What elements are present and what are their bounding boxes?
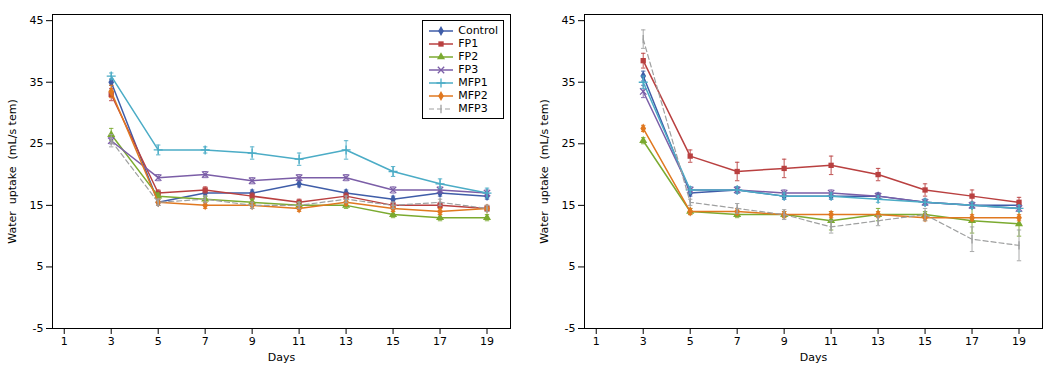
svg-text:Days: Days bbox=[800, 351, 828, 364]
svg-text:Water uptake (mL/s tem): Water uptake (mL/s tem) bbox=[6, 99, 19, 243]
html-text:FP1: FP1 bbox=[458, 37, 479, 50]
html-text:MFP3: MFP3 bbox=[458, 102, 488, 115]
html-text:MFP1: MFP1 bbox=[458, 76, 488, 89]
svg-text:17: 17 bbox=[433, 335, 447, 348]
svg-text:17: 17 bbox=[965, 335, 979, 348]
svg-text:19: 19 bbox=[1012, 335, 1026, 348]
svg-text:1: 1 bbox=[61, 335, 68, 348]
svg-text:15: 15 bbox=[30, 199, 44, 212]
svg-text:3: 3 bbox=[108, 335, 115, 348]
svg-text:7: 7 bbox=[202, 335, 209, 348]
svg-text:25: 25 bbox=[562, 137, 576, 150]
svg-text:5: 5 bbox=[569, 260, 576, 273]
svg-text:19: 19 bbox=[480, 335, 494, 348]
svg-text:5: 5 bbox=[687, 335, 694, 348]
svg-text:45: 45 bbox=[562, 14, 576, 27]
html-text:MFP2: MFP2 bbox=[458, 89, 488, 102]
svg-text:3: 3 bbox=[640, 335, 647, 348]
svg-text:1: 1 bbox=[593, 335, 600, 348]
svg-text:Days: Days bbox=[268, 351, 296, 364]
svg-text:5: 5 bbox=[155, 335, 162, 348]
svg-text:Water uptake (mL/s tem): Water uptake (mL/s tem) bbox=[538, 99, 551, 243]
html-text:Control: Control bbox=[458, 24, 498, 37]
svg-text:25: 25 bbox=[30, 137, 44, 150]
svg-text:15: 15 bbox=[918, 335, 932, 348]
svg-text:35: 35 bbox=[562, 76, 576, 89]
svg-text:11: 11 bbox=[292, 335, 306, 348]
svg-text:15: 15 bbox=[562, 199, 576, 212]
html-text:FP2: FP2 bbox=[458, 50, 479, 63]
svg-text:11: 11 bbox=[824, 335, 838, 348]
svg-text:5: 5 bbox=[37, 260, 44, 273]
svg-text:7: 7 bbox=[734, 335, 741, 348]
svg-text:45: 45 bbox=[30, 14, 44, 27]
svg-text:13: 13 bbox=[339, 335, 353, 348]
svg-text:35: 35 bbox=[30, 76, 44, 89]
svg-text:-5: -5 bbox=[33, 322, 44, 335]
svg-text:9: 9 bbox=[781, 335, 788, 348]
svg-text:-5: -5 bbox=[565, 322, 576, 335]
svg-text:13: 13 bbox=[871, 335, 885, 348]
html-text:FP3: FP3 bbox=[458, 63, 479, 76]
svg-text:15: 15 bbox=[386, 335, 400, 348]
svg-text:9: 9 bbox=[249, 335, 256, 348]
